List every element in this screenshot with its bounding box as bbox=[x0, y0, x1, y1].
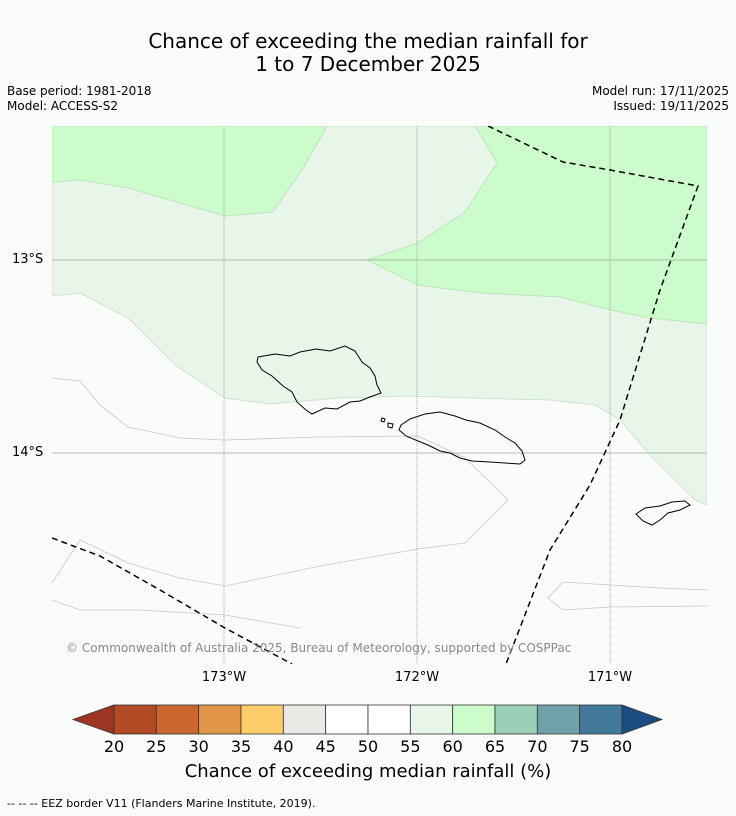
colorbar-segment-50-55 bbox=[367, 704, 411, 735]
colorbar-segment-35-40 bbox=[240, 704, 284, 735]
contour-south-1 bbox=[52, 377, 509, 587]
colorbar-tick-45: 45 bbox=[315, 737, 336, 756]
colorbar-segment-25-30 bbox=[155, 704, 200, 735]
title-line-2: 1 to 7 December 2025 bbox=[255, 52, 481, 76]
colorbar-over-arrow bbox=[621, 704, 664, 735]
colorbar bbox=[71, 704, 664, 735]
contour-southeast bbox=[547, 581, 707, 611]
band-60-65-northeast bbox=[365, 126, 707, 325]
model-name: Model: ACCESS-S2 bbox=[7, 99, 119, 113]
colorbar-tick-20: 20 bbox=[103, 737, 125, 756]
island-manono bbox=[387, 422, 394, 429]
island-tutuila bbox=[635, 500, 691, 526]
colorbar-segment-20-25 bbox=[113, 704, 157, 735]
colorbar-tick-60: 60 bbox=[442, 737, 463, 756]
colorbar-tick-25: 25 bbox=[146, 737, 167, 756]
island-upolu bbox=[398, 411, 526, 465]
colorbar-tick-65: 65 bbox=[484, 737, 506, 756]
issued-date: Issued: 19/11/2025 bbox=[613, 99, 729, 113]
eez-border-southwest bbox=[52, 537, 293, 664]
band-60-65-northwest bbox=[52, 126, 328, 217]
lon-label-171w: 171°W bbox=[587, 670, 633, 685]
colorbar-tick-30: 30 bbox=[188, 737, 209, 756]
colorbar-segment-45-50 bbox=[325, 704, 369, 735]
chart-title: Chance of exceeding the median rainfall … bbox=[0, 30, 736, 76]
lat-label-14s: 14°S bbox=[12, 445, 44, 460]
colorbar-label: Chance of exceeding median rainfall (%) bbox=[184, 761, 552, 782]
colorbar-tick-55: 55 bbox=[400, 737, 421, 756]
colorbar-tick-35: 35 bbox=[230, 737, 252, 756]
graticule bbox=[52, 126, 707, 664]
colorbar-segment-40-45 bbox=[282, 704, 327, 735]
colorbar-tick-75: 75 bbox=[569, 737, 590, 756]
model-run: Model run: 17/11/2025 bbox=[591, 84, 729, 98]
colorbar-segment-30-35 bbox=[198, 704, 242, 735]
lon-label-172w: 172°W bbox=[394, 670, 440, 685]
colorbar-tick-80: 80 bbox=[611, 737, 633, 756]
meta-left: Base period: 1981-2018 Model: ACCESS-S2 bbox=[7, 84, 152, 114]
colorbar-under-arrow bbox=[71, 704, 115, 735]
colorbar-tick-50: 50 bbox=[357, 737, 379, 756]
base-period: Base period: 1981-2018 bbox=[7, 84, 152, 98]
title-line-1: Chance of exceeding the median rainfall … bbox=[148, 29, 588, 53]
copyright-notice: © Commonwealth of Australia 2025, Bureau… bbox=[66, 641, 572, 655]
colorbar-segment-55-60 bbox=[409, 704, 454, 735]
colorbar-segment-65-70 bbox=[494, 704, 538, 735]
contour-south-2 bbox=[52, 599, 301, 629]
island-apolima bbox=[380, 417, 386, 423]
colorbar-tick-70: 70 bbox=[527, 737, 548, 756]
colorbar-segment-75-80 bbox=[579, 704, 623, 735]
lon-label-173w: 173°W bbox=[201, 670, 247, 685]
lat-label-13s: 13°S bbox=[12, 252, 44, 267]
meta-right: Model run: 17/11/2025 Issued: 19/11/2025 bbox=[592, 84, 729, 114]
colorbar-segment-70-75 bbox=[536, 704, 581, 735]
island-savaii bbox=[256, 345, 382, 415]
colorbar-segment-60-65 bbox=[452, 704, 496, 735]
eez-footnote: -- -- -- EEZ border V11 (Flanders Marine… bbox=[7, 797, 316, 810]
eez-border-east bbox=[487, 126, 700, 664]
colorbar-tick-40: 40 bbox=[273, 737, 294, 756]
